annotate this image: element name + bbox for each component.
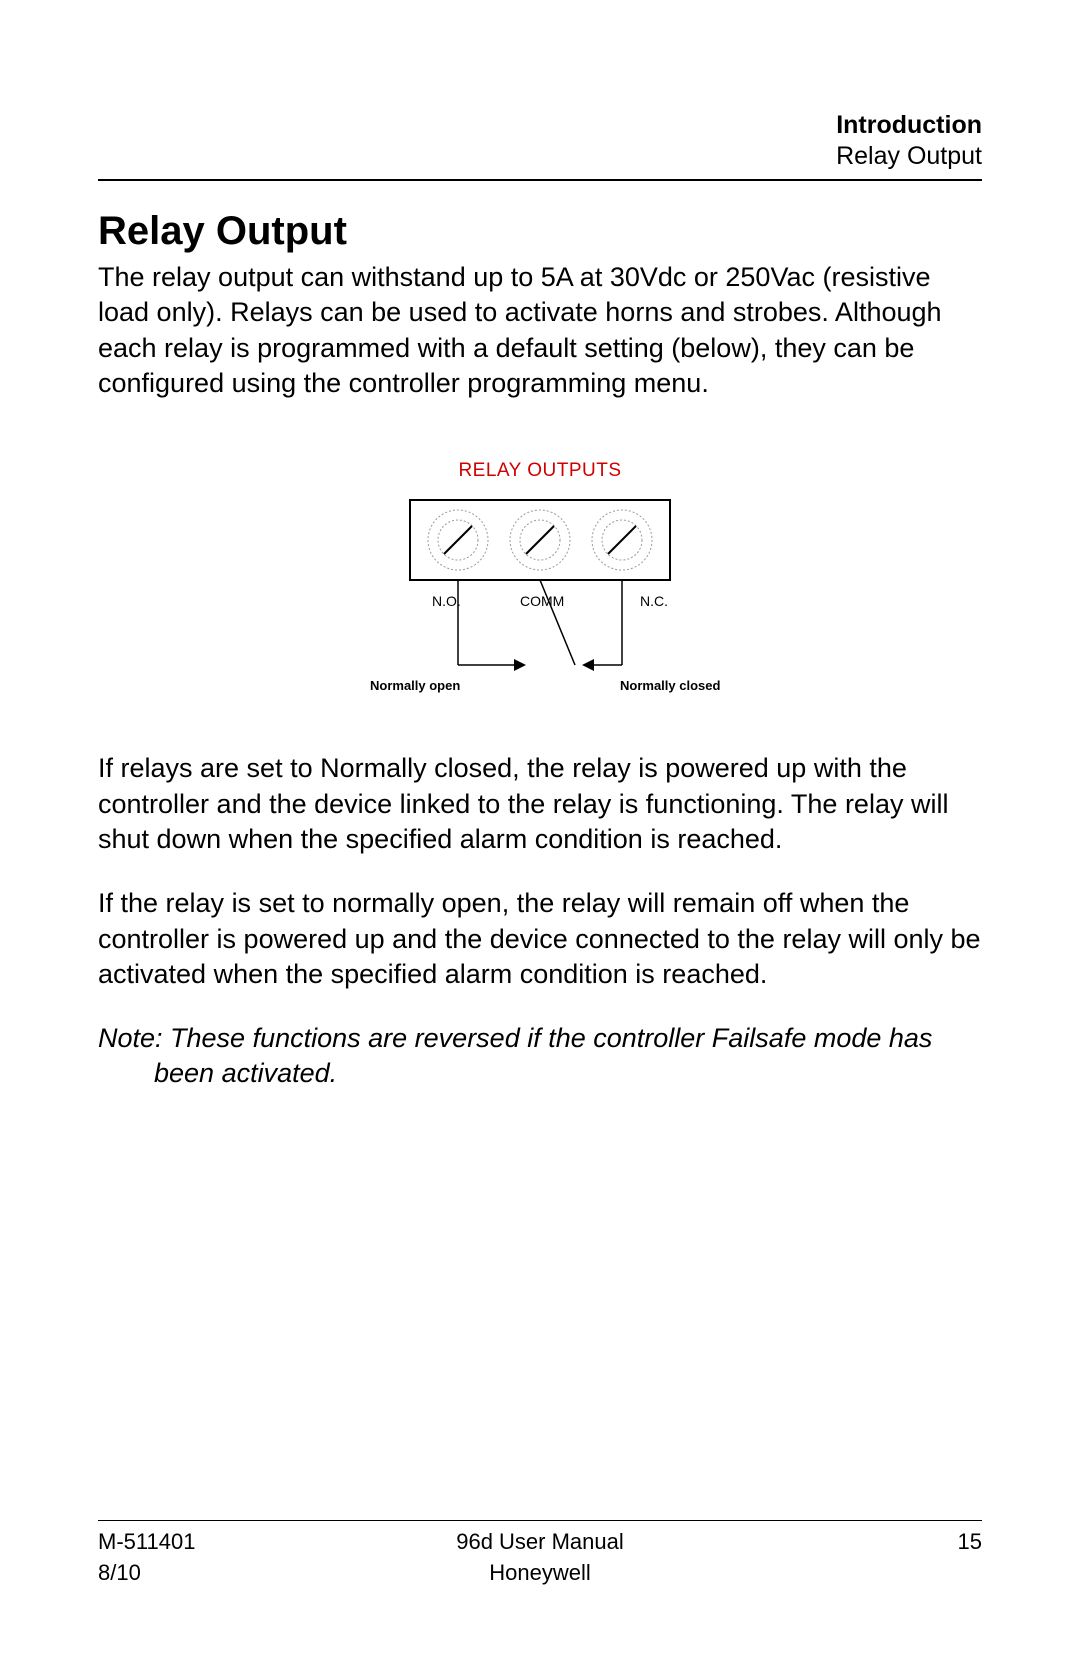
footer-blank <box>690 1558 982 1589</box>
footer-line-1: M-511401 96d User Manual 15 <box>98 1527 982 1558</box>
paragraph-3: If the relay is set to normally open, th… <box>98 886 982 993</box>
page: Introduction Relay Output Relay Output T… <box>0 0 1080 1669</box>
footer-brand: Honeywell <box>390 1558 691 1589</box>
page-footer: M-511401 96d User Manual 15 8/10 Honeywe… <box>98 1520 982 1589</box>
footer-line-2: 8/10 Honeywell <box>98 1558 982 1589</box>
footer-date: 8/10 <box>98 1558 390 1589</box>
section-title: Relay Output <box>98 209 982 254</box>
paragraph-2: If relays are set to Normally closed, th… <box>98 751 982 858</box>
note: Note: These functions are reversed if th… <box>98 1021 982 1092</box>
footer-manual: 96d User Manual <box>390 1527 691 1558</box>
svg-text:Normally closed: Normally closed <box>620 678 720 693</box>
diagram-title: RELAY OUTPUTS <box>98 460 982 482</box>
svg-text:COMM: COMM <box>520 593 564 609</box>
footer-page: 15 <box>690 1527 982 1558</box>
svg-text:N.C.: N.C. <box>640 593 668 609</box>
paragraph-1: The relay output can withstand up to 5A … <box>98 260 982 403</box>
footer-doc-id: M-511401 <box>98 1527 390 1558</box>
footer-rule <box>98 1520 982 1521</box>
relay-diagram: RELAY OUTPUTS N.O.COMMN.C.Normally openN… <box>98 460 982 705</box>
header-section: Relay Output <box>98 141 982 172</box>
page-header: Introduction Relay Output <box>98 110 982 173</box>
diagram-svg: N.O. COMM N.C. Normally open Normally closed <box>340 490 740 700</box>
svg-text:N.O.: N.O. <box>432 593 461 609</box>
svg-text:Normally open: Normally open <box>370 678 460 693</box>
header-chapter: Introduction <box>98 110 982 141</box>
header-rule <box>98 179 982 181</box>
